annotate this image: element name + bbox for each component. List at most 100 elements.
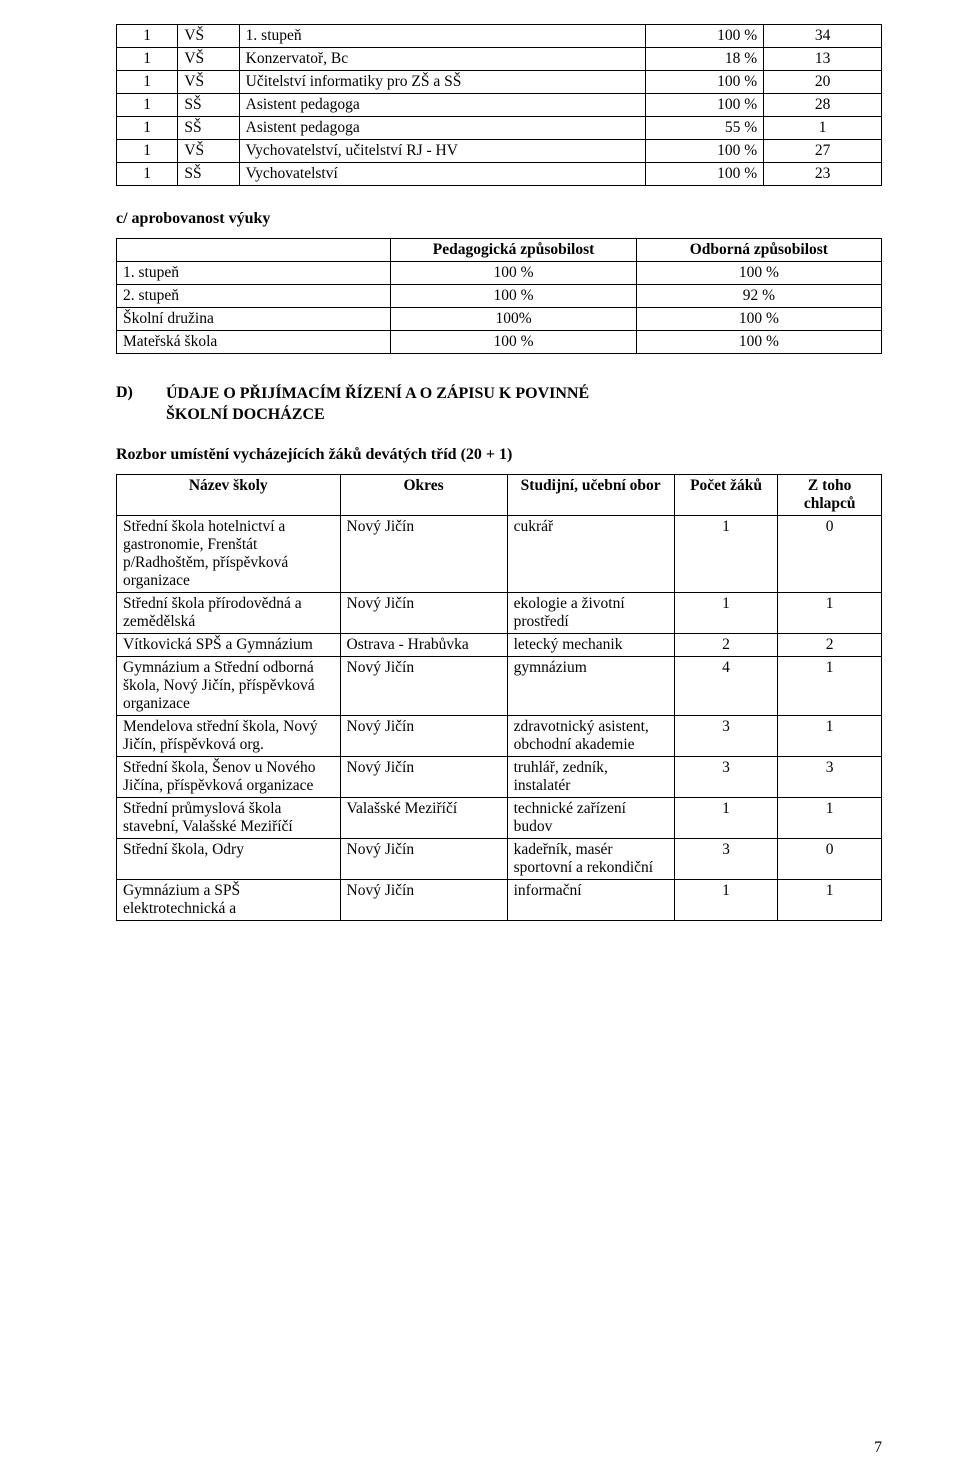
table-cell: Mendelova střední škola, Nový Jičín, pří…	[117, 715, 341, 756]
table-cell: 100 %	[646, 71, 764, 94]
table-cell: 100 %	[646, 140, 764, 163]
placement-table: Název školyOkresStudijní, učební oborPoč…	[116, 474, 882, 921]
table-header-cell: Odborná způsobilost	[636, 239, 881, 262]
table-header-cell: Počet žáků	[674, 474, 778, 515]
table-cell: Valašské Meziříčí	[340, 797, 507, 838]
table-cell: Gymnázium a Střední odborná škola, Nový …	[117, 656, 341, 715]
table-cell: 1. stupeň	[117, 262, 391, 285]
table-cell: cukrář	[507, 515, 674, 592]
table-cell: 2. stupeň	[117, 285, 391, 308]
table-cell: 1. stupeň	[239, 25, 646, 48]
table-cell: 1	[674, 797, 778, 838]
table-cell: 100 %	[636, 308, 881, 331]
table-cell: Konzervatoř, Bc	[239, 48, 646, 71]
table-cell: SŠ	[178, 94, 239, 117]
table-cell: 100 %	[646, 163, 764, 186]
table-cell: 28	[764, 94, 882, 117]
table-cell: 1	[778, 879, 882, 920]
table-cell: Mateřská škola	[117, 331, 391, 354]
table-cell: VŠ	[178, 25, 239, 48]
table-cell: Nový Jičín	[340, 879, 507, 920]
table-cell: 100 %	[391, 262, 636, 285]
table-cell: 2	[674, 633, 778, 656]
table-cell: Nový Jičín	[340, 592, 507, 633]
table-cell: 55 %	[646, 117, 764, 140]
table-cell: 1	[778, 715, 882, 756]
table-header-cell	[117, 239, 391, 262]
table-cell: 34	[764, 25, 882, 48]
table-cell: 2	[778, 633, 882, 656]
table-cell: ekologie a životní prostředí	[507, 592, 674, 633]
table-cell: Střední škola, Odry	[117, 838, 341, 879]
table-header-cell: Z toho chlapců	[778, 474, 882, 515]
table-cell: 1	[117, 71, 178, 94]
table-cell: gymnázium	[507, 656, 674, 715]
table-cell: truhlář, zedník, instalatér	[507, 756, 674, 797]
table-cell: 1	[117, 48, 178, 71]
table-cell: Vychovatelství, učitelství RJ - HV	[239, 140, 646, 163]
table-cell: 100 %	[636, 262, 881, 285]
table-cell: 23	[764, 163, 882, 186]
table-cell: VŠ	[178, 71, 239, 94]
table-cell: Vítkovická SPŠ a Gymnázium	[117, 633, 341, 656]
table-cell: 13	[764, 48, 882, 71]
table-cell: Vychovatelství	[239, 163, 646, 186]
table-cell: Asistent pedagoga	[239, 94, 646, 117]
table-cell: Školní družina	[117, 308, 391, 331]
section-d-title-line1: ÚDAJE O PŘIJÍMACÍM ŘÍZENÍ A O ZÁPISU K P…	[166, 384, 589, 405]
table-cell: VŠ	[178, 140, 239, 163]
table-cell: 1	[674, 515, 778, 592]
table-cell: 100 %	[391, 285, 636, 308]
teachers-table: 1VŠ1. stupeň100 %341VŠKonzervatoř, Bc18 …	[116, 24, 882, 186]
table-cell: 1	[778, 797, 882, 838]
section-d-title-line2: ŠKOLNÍ DOCHÁZCE	[166, 405, 589, 426]
table-cell: 1	[117, 25, 178, 48]
table-cell: 1	[674, 592, 778, 633]
table-cell: informační	[507, 879, 674, 920]
table-cell: 3	[674, 756, 778, 797]
table-cell: 100 %	[636, 331, 881, 354]
table-cell: Učitelství informatiky pro ZŠ a SŠ	[239, 71, 646, 94]
table-header-cell: Studijní, učební obor	[507, 474, 674, 515]
table-cell: 1	[778, 656, 882, 715]
table-cell: 1	[117, 94, 178, 117]
table-cell: Nový Jičín	[340, 515, 507, 592]
table-cell: technické zařízení budov	[507, 797, 674, 838]
table-cell: 27	[764, 140, 882, 163]
table-cell: SŠ	[178, 163, 239, 186]
table-cell: Střední průmyslová škola stavební, Valaš…	[117, 797, 341, 838]
table-cell: Nový Jičín	[340, 838, 507, 879]
table-cell: 1	[778, 592, 882, 633]
table-cell: 3	[674, 715, 778, 756]
table-cell: 1	[117, 140, 178, 163]
table-header-cell: Pedagogická způsobilost	[391, 239, 636, 262]
table-cell: 0	[778, 838, 882, 879]
table-cell: 1	[117, 163, 178, 186]
table-cell: 3	[674, 838, 778, 879]
table-cell: 0	[778, 515, 882, 592]
section-d-label: D)	[116, 384, 166, 426]
table-cell: 1	[117, 117, 178, 140]
table-cell: 20	[764, 71, 882, 94]
table-cell: 4	[674, 656, 778, 715]
table-cell: Nový Jičín	[340, 756, 507, 797]
table-header-cell: Okres	[340, 474, 507, 515]
table-header-cell: Název školy	[117, 474, 341, 515]
table-cell: 18 %	[646, 48, 764, 71]
table-cell: 92 %	[636, 285, 881, 308]
table-cell: 100 %	[646, 25, 764, 48]
table-cell: Ostrava - Hrabůvka	[340, 633, 507, 656]
section-d: D) ÚDAJE O PŘIJÍMACÍM ŘÍZENÍ A O ZÁPISU …	[116, 384, 882, 426]
table-cell: 100%	[391, 308, 636, 331]
table-cell: Gymnázium a SPŠ elektrotechnická a	[117, 879, 341, 920]
section-c-heading: c/ aprobovanost výuky	[116, 210, 882, 228]
rozbor-heading: Rozbor umístění vycházejících žáků devát…	[116, 446, 882, 464]
table-cell: 1	[674, 879, 778, 920]
table-cell: 100 %	[646, 94, 764, 117]
table-cell: 100 %	[391, 331, 636, 354]
table-cell: VŠ	[178, 48, 239, 71]
table-cell: Střední škola přírodovědná a zemědělská	[117, 592, 341, 633]
table-cell: Střední škola hotelnictví a gastronomie,…	[117, 515, 341, 592]
table-cell: Nový Jičín	[340, 715, 507, 756]
table-cell: 3	[778, 756, 882, 797]
